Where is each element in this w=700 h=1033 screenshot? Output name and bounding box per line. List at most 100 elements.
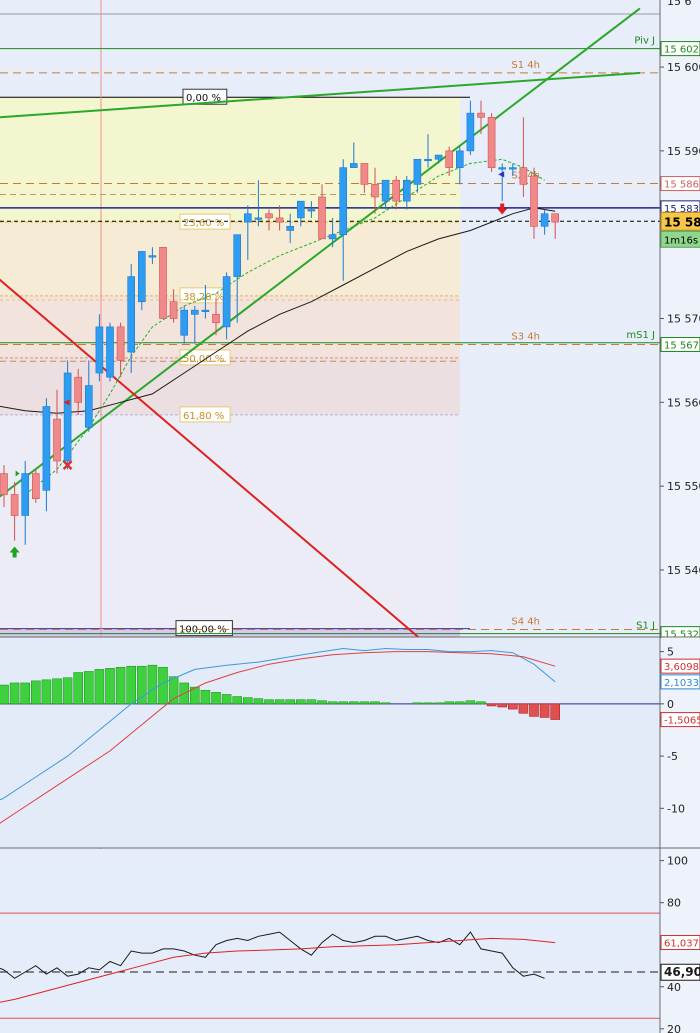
fibonacci-label: 0,00 %	[186, 93, 221, 104]
fibonacci-label-box	[182, 88, 228, 105]
rsi-axis-tick-label: 80	[667, 897, 681, 910]
histogram-bar	[348, 701, 359, 705]
price-axis-tick-label: 15 6	[667, 0, 692, 8]
candle-body	[85, 385, 93, 428]
rsi-pane[interactable]: 100 80 40 20 61,037 46,90	[0, 847, 700, 1033]
price-axis-tick-label: 15 570	[667, 313, 700, 326]
candle-body	[275, 217, 284, 223]
histogram-bar	[433, 702, 444, 705]
rsi-value-tag-label: 46,90	[664, 965, 700, 979]
histogram-bar	[444, 701, 455, 705]
candle-body	[445, 150, 454, 168]
macd-value-tag-label: 2,1033	[664, 678, 699, 689]
histogram-bar	[274, 699, 285, 705]
macd-value-tag-box	[660, 712, 700, 728]
histogram-bar	[41, 679, 52, 705]
candle-body	[95, 326, 104, 374]
histogram-bar	[253, 698, 264, 705]
candle-body	[148, 255, 157, 258]
histogram-bar	[338, 701, 349, 705]
histogram-bar	[412, 702, 423, 705]
candle-body	[74, 376, 82, 403]
macd-axis-tick-label: 5	[667, 646, 674, 659]
sell-arrow-icon	[497, 203, 508, 215]
price-tag-label: 15 567	[664, 340, 699, 351]
histogram-bar	[317, 700, 327, 705]
histogram-bar	[105, 668, 115, 705]
price-axis-tick-label: 15 550	[667, 480, 700, 493]
candle-body	[339, 167, 348, 235]
histogram-bar	[264, 699, 274, 705]
candle-body	[455, 150, 464, 168]
macd-axis-tick-label: -5	[667, 750, 678, 763]
histogram-bar	[529, 703, 539, 717]
histogram-bar	[137, 665, 147, 705]
level-label: Piv J	[634, 36, 655, 47]
fibonacci-label: 61,80 %	[183, 411, 224, 422]
candle-body	[159, 246, 167, 319]
macd-line	[0, 647, 556, 801]
price-tag-label: 15 586	[664, 180, 699, 191]
price-axis-tick-label: 15 540	[667, 564, 700, 577]
level-label: S1 4h	[511, 60, 540, 71]
macd-axis-tick-label: 0	[667, 698, 674, 711]
candle-body	[477, 112, 485, 118]
cross-icon	[62, 460, 73, 471]
histogram-bar	[550, 703, 561, 720]
price-tag-label: 15 583	[664, 204, 699, 215]
price-axis-background	[660, 0, 700, 637]
histogram-bar	[147, 664, 158, 705]
histogram-bar	[359, 701, 370, 705]
macd-pane[interactable]: 5 0 -5 -10 3,6098 2,1033 -1,5065	[0, 636, 700, 855]
candle-body	[138, 251, 146, 303]
histogram-bar	[454, 701, 465, 705]
price-tag-box	[660, 336, 700, 352]
fibonacci-label: 38,20 %	[183, 292, 224, 303]
histogram-bar	[497, 703, 508, 708]
fibonacci-label-box	[179, 406, 231, 423]
macd-value-tag-label: -1,5065	[664, 716, 700, 727]
histogram-bar	[62, 677, 73, 705]
flag-icon	[15, 470, 20, 477]
candle-body	[498, 167, 507, 170]
candle-body	[42, 406, 51, 491]
last-price-box	[660, 211, 700, 231]
price-axis-tick-label: 15 600	[667, 61, 700, 74]
histogram-bar	[9, 682, 20, 705]
macd-value-tag-box	[660, 674, 700, 690]
buy-arrow-icon	[9, 546, 20, 558]
candle-body	[307, 209, 316, 212]
rsi-axis-tick-label: 100	[667, 855, 688, 868]
histogram-bar	[423, 702, 433, 705]
rsi-background	[0, 849, 660, 1033]
fibonacci-label: 23,60 %	[183, 218, 224, 229]
fibonacci-zone	[0, 97, 460, 223]
histogram-bar	[476, 701, 486, 705]
histogram-bar	[20, 682, 31, 705]
candle-body	[212, 314, 220, 323]
price-axis-tick-label: 15 590	[667, 145, 700, 158]
macd-axis-tick-label: -10	[667, 802, 685, 815]
candle-body	[349, 163, 358, 168]
level-label: S4 4h	[511, 616, 540, 627]
histogram-bar	[465, 700, 476, 705]
candle-body	[392, 179, 401, 202]
histogram-bar	[190, 686, 200, 705]
candle-body	[180, 309, 188, 336]
histogram-bar	[380, 702, 391, 705]
candle-body	[222, 276, 231, 328]
triangle-marker-icon	[63, 399, 70, 406]
candle-body	[328, 234, 337, 240]
rsi-axis-tick-label: 40	[667, 981, 681, 994]
rsi-value-tag-label: 61,037	[664, 939, 699, 950]
histogram-bar	[94, 669, 105, 705]
level-label: S1 J	[636, 621, 655, 632]
candle-body	[413, 158, 422, 185]
candle-body	[540, 213, 549, 227]
candle-body	[21, 473, 30, 516]
histogram-bar	[221, 694, 232, 705]
candle-body	[402, 179, 411, 202]
candle-body	[508, 167, 517, 170]
